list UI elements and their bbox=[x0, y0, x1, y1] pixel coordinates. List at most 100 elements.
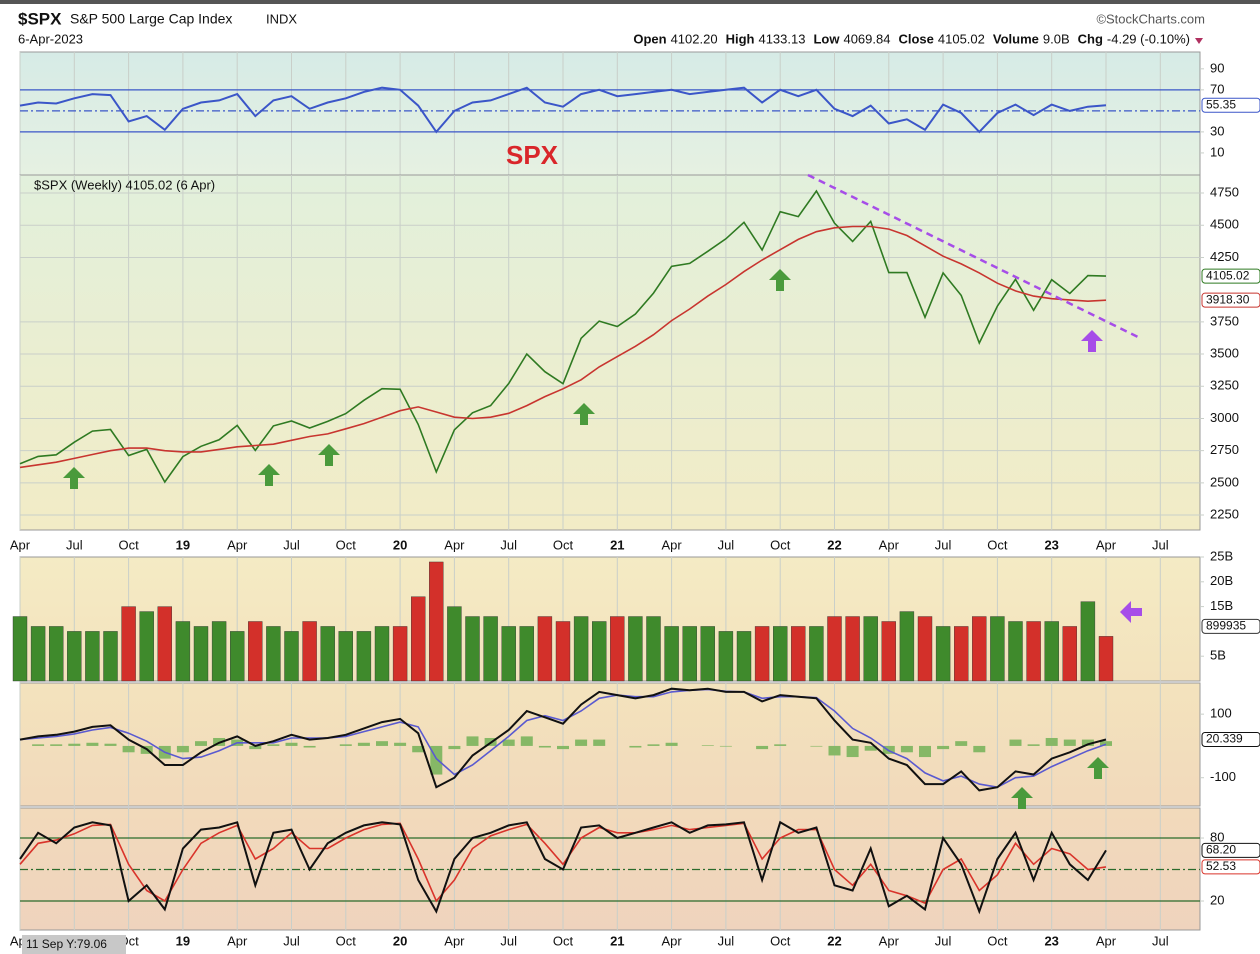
bar bbox=[32, 744, 45, 746]
y-tick-label: 3500 bbox=[1210, 345, 1239, 360]
bar bbox=[412, 745, 425, 753]
last-value-label: 3918.30 bbox=[1206, 292, 1250, 306]
y-tick-label: 20 bbox=[1210, 892, 1224, 907]
x-tick-label: 23 bbox=[1044, 537, 1058, 552]
line bbox=[19, 820, 1107, 915]
y-tick-label: 2500 bbox=[1210, 474, 1239, 489]
bar bbox=[502, 739, 515, 746]
last-value-box bbox=[1201, 731, 1260, 747]
bar bbox=[864, 745, 877, 751]
bar bbox=[629, 745, 642, 748]
source: ©StockCharts.com bbox=[1096, 11, 1205, 26]
bar bbox=[30, 626, 46, 682]
bar bbox=[374, 626, 390, 682]
line bbox=[19, 688, 1107, 789]
bar bbox=[990, 616, 1005, 682]
bar bbox=[555, 621, 571, 682]
bar bbox=[447, 606, 462, 682]
last-value-label: 68.20 bbox=[1206, 843, 1236, 857]
x-tick-label: Oct bbox=[336, 537, 357, 552]
bar bbox=[1098, 636, 1114, 682]
bar bbox=[122, 745, 135, 753]
index-name: S&P 500 Large Cap Index bbox=[70, 11, 232, 27]
bar bbox=[302, 621, 317, 682]
bar bbox=[519, 626, 534, 682]
last-value-box bbox=[1201, 859, 1260, 875]
bar bbox=[810, 745, 823, 747]
y-tick-label: 4500 bbox=[1210, 217, 1239, 232]
last-value-box bbox=[1201, 97, 1260, 113]
x-tick-label: Apr bbox=[879, 537, 900, 552]
bar bbox=[573, 616, 589, 682]
bar bbox=[157, 606, 173, 682]
x-tick-label: Apr bbox=[10, 537, 31, 552]
bar bbox=[229, 631, 245, 682]
x-tick-label: Jul bbox=[718, 537, 735, 552]
quote-label: Close bbox=[898, 31, 933, 46]
x-tick-label: Oct bbox=[553, 537, 574, 552]
bar bbox=[483, 616, 498, 682]
bar bbox=[103, 631, 118, 682]
bar bbox=[86, 742, 99, 746]
bar bbox=[67, 631, 82, 682]
quote-value: 4105.02 bbox=[938, 31, 985, 46]
quote-label: Chg bbox=[1078, 31, 1103, 46]
bar bbox=[791, 626, 806, 682]
x-tick-label: Jul bbox=[66, 537, 83, 552]
bar bbox=[1100, 741, 1112, 746]
bar bbox=[593, 739, 606, 746]
line bbox=[19, 86, 1107, 134]
x-tick-label: Oct bbox=[770, 933, 791, 948]
quote-value: 4133.13 bbox=[758, 31, 805, 46]
bar bbox=[628, 616, 643, 682]
x-tick-label: Jul bbox=[1152, 537, 1169, 552]
bar bbox=[828, 745, 841, 756]
y-tick-label: 15B bbox=[1210, 598, 1233, 613]
y-tick-label: 100 bbox=[1210, 706, 1232, 721]
bar bbox=[121, 606, 136, 682]
quote-label: High bbox=[726, 31, 755, 46]
x-tick-label: Apr bbox=[1096, 537, 1117, 552]
y-tick-label: 10 bbox=[1210, 144, 1224, 159]
x-tick-label: Jul bbox=[935, 537, 952, 552]
bar bbox=[465, 616, 480, 682]
bar bbox=[85, 631, 100, 682]
bar bbox=[285, 742, 298, 746]
x-tick-label: Oct bbox=[987, 933, 1008, 948]
last-value-label: 20.339 bbox=[1206, 732, 1243, 746]
bar bbox=[900, 745, 913, 753]
x-tick-label: 22 bbox=[827, 933, 841, 948]
bar bbox=[104, 743, 117, 746]
exchange: INDX bbox=[266, 11, 297, 26]
quote-value: 9.0B bbox=[1043, 31, 1070, 46]
x-tick-label: Oct bbox=[770, 537, 791, 552]
x-tick-label: 19 bbox=[176, 933, 190, 948]
bar bbox=[429, 561, 444, 682]
quote-bar: -4.29 (-0.10%) Chg 9.0B Volume 4105.02 Close 4… bbox=[633, 31, 1190, 46]
bar bbox=[774, 744, 787, 746]
bar bbox=[1063, 739, 1076, 746]
bar bbox=[809, 626, 824, 682]
last-value-box bbox=[1201, 268, 1260, 284]
bar bbox=[537, 616, 553, 682]
bar bbox=[719, 745, 732, 747]
bar bbox=[193, 626, 209, 682]
bar bbox=[538, 745, 551, 748]
panels: 90 70 30 10 55.35 2250 2500 2750 3000 3250 3500 375… bbox=[10, 51, 1260, 948]
bar bbox=[973, 745, 986, 753]
bar bbox=[701, 745, 714, 746]
x-tick-label: Oct bbox=[118, 537, 139, 552]
bar bbox=[1062, 626, 1078, 682]
bar bbox=[736, 631, 752, 682]
bar bbox=[501, 626, 516, 682]
y-tick-label: 30 bbox=[1210, 123, 1224, 138]
x-tick-label: Apr bbox=[1096, 933, 1117, 948]
x-tick-label: Jul bbox=[283, 537, 300, 552]
bar bbox=[1009, 739, 1022, 746]
bar bbox=[176, 745, 189, 753]
bar bbox=[718, 631, 734, 682]
bar bbox=[972, 616, 987, 682]
x-tick-label: Jul bbox=[718, 933, 735, 948]
bar bbox=[195, 741, 207, 746]
